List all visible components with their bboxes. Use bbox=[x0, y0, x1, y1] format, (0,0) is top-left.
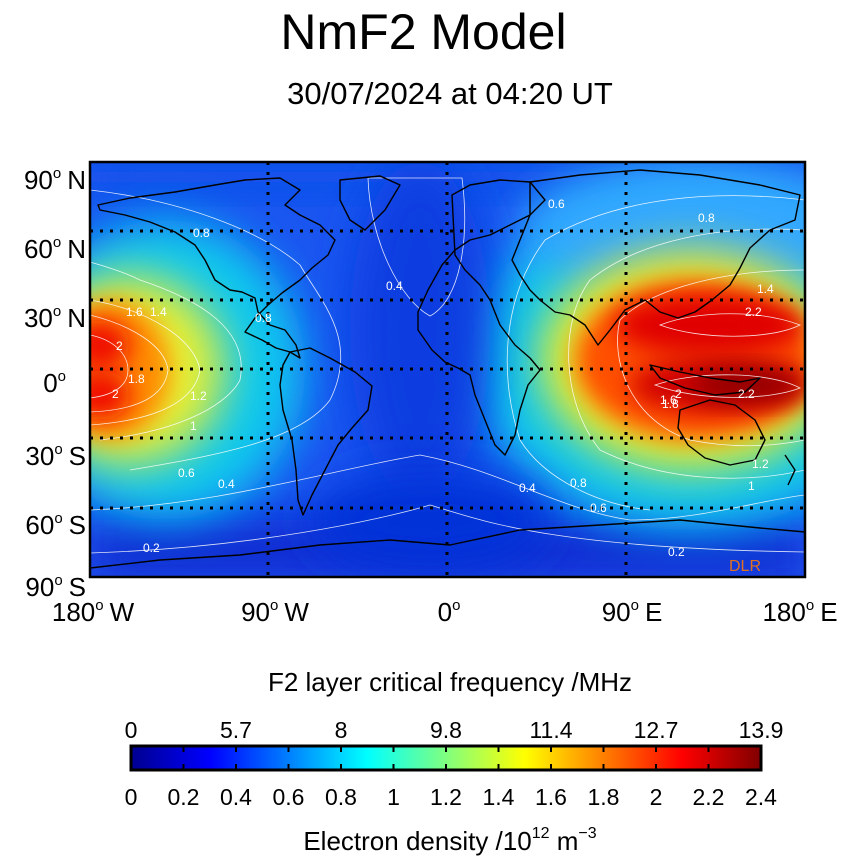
lon-label-180e: 180o E bbox=[762, 597, 838, 627]
contour-label: 0.8 bbox=[193, 226, 210, 240]
contour-label: 0.2 bbox=[143, 541, 160, 555]
colorbar-bottom-tick-label: 0 bbox=[124, 784, 138, 810]
australia-coast bbox=[677, 399, 766, 466]
lon-label-90w: 90o W bbox=[241, 597, 309, 627]
colorbar-top-tick-label: 13.9 bbox=[738, 717, 784, 743]
contour-label: 2 bbox=[116, 339, 123, 353]
contour-label: 1.2 bbox=[190, 389, 207, 403]
lon-label-0: 0o bbox=[437, 597, 461, 627]
contour-label: 1.8 bbox=[662, 397, 679, 411]
colorbar-top-tick-label: 5.7 bbox=[220, 717, 252, 743]
colorbar-bottom-tick-label: 0.6 bbox=[272, 784, 305, 810]
contour-label: 2.2 bbox=[745, 305, 762, 319]
contour-label: 1 bbox=[190, 419, 197, 433]
contour-label: 1 bbox=[748, 479, 755, 493]
chart-title: NmF2 Model bbox=[280, 4, 567, 60]
contour-label: 0.6 bbox=[590, 501, 607, 515]
contour-label: 0.4 bbox=[519, 481, 536, 495]
colorbar-bottom-tick-label: 2.2 bbox=[692, 784, 725, 810]
colorbar-top-tick-label: 12.7 bbox=[633, 717, 679, 743]
contour-lines bbox=[90, 177, 805, 554]
lat-label-30n: 30o N bbox=[23, 303, 86, 333]
colorbar-bottom-tick-label: 1.8 bbox=[587, 784, 620, 810]
colorbar-bottom-tick-label: 0.8 bbox=[325, 784, 357, 810]
colorbar-axis-label: Electron density /1012 m−3 bbox=[303, 825, 597, 856]
colorbar-bottom-tick-label: 0.4 bbox=[220, 784, 252, 810]
europe-africa-coast bbox=[417, 179, 546, 456]
lon-label-90e: 90o E bbox=[601, 597, 663, 627]
colorbar-top-tick-label: 0 bbox=[124, 717, 138, 743]
contour-label: 0.6 bbox=[548, 197, 565, 211]
contour-label: 1.2 bbox=[752, 457, 769, 471]
contour-label: 2 bbox=[112, 387, 119, 401]
contour-label: 1.6 bbox=[126, 305, 143, 319]
lat-label-0: 0o bbox=[43, 368, 66, 398]
colorbar-top-tick-label: 8 bbox=[334, 717, 348, 743]
contour-label: 1.4 bbox=[150, 305, 167, 319]
colorbar-bottom-tick-label: 2 bbox=[649, 784, 663, 810]
contour-label: 0.8 bbox=[255, 311, 272, 325]
colorbar-top-tick-label: 9.8 bbox=[430, 717, 462, 743]
contour-label: 1.8 bbox=[128, 372, 145, 386]
colorbar-title: F2 layer critical frequency /MHz bbox=[267, 667, 633, 697]
contour-label: 0.4 bbox=[386, 279, 403, 293]
colorbar-bottom-tick-label: 1.6 bbox=[535, 784, 567, 810]
greenland-coast bbox=[339, 175, 401, 231]
new-zealand-coast bbox=[784, 454, 796, 486]
contour-label: 0.4 bbox=[218, 477, 235, 491]
lat-label-90n: 90o N bbox=[23, 165, 86, 195]
lat-label-60s: 60o S bbox=[25, 510, 86, 540]
lat-label-30s: 30o S bbox=[25, 441, 86, 471]
north-america-coast bbox=[97, 177, 336, 359]
contour-label: 2 bbox=[675, 387, 682, 401]
contour-label: 0.2 bbox=[668, 545, 685, 559]
colorbar-bottom-tick-label: 1.2 bbox=[430, 784, 462, 810]
contour-label: 0.8 bbox=[570, 476, 587, 490]
colorbar-bottom-tick-label: 1 bbox=[387, 784, 400, 810]
antarctica-coast bbox=[90, 519, 805, 569]
chart-subtitle: 30/07/2024 at 04:20 UT bbox=[287, 76, 613, 111]
colorbar-bottom-tick-label: 1.4 bbox=[482, 784, 515, 810]
colorbar-bottom-tick-label: 2.4 bbox=[745, 784, 777, 810]
indonesia-coast bbox=[649, 364, 761, 396]
lat-label-60n: 60o N bbox=[23, 234, 86, 264]
contour-label: 0.8 bbox=[698, 211, 715, 225]
lon-label-180w: 180o W bbox=[51, 597, 135, 627]
map-frame bbox=[88, 160, 807, 579]
contour-label: 1.4 bbox=[757, 282, 774, 296]
dlr-watermark: DLR bbox=[729, 558, 761, 575]
density-field bbox=[90, 162, 805, 577]
lat-label-90s: 90o S bbox=[25, 572, 86, 602]
contour-label: 2.2 bbox=[738, 387, 755, 401]
colorbar-bottom-tick-label: 0.2 bbox=[167, 784, 200, 810]
contour-label: 0.6 bbox=[178, 466, 195, 480]
asia-coast bbox=[511, 169, 801, 346]
colorbar-top-tick-label: 11.4 bbox=[529, 717, 573, 743]
contour-label: 1.6 bbox=[660, 393, 677, 407]
colorbar-ticks bbox=[130, 746, 762, 770]
contour-label-group: 0.2 0.20.40.4 0.40.60.60.60.80.80.80.8111.… bbox=[112, 197, 774, 559]
